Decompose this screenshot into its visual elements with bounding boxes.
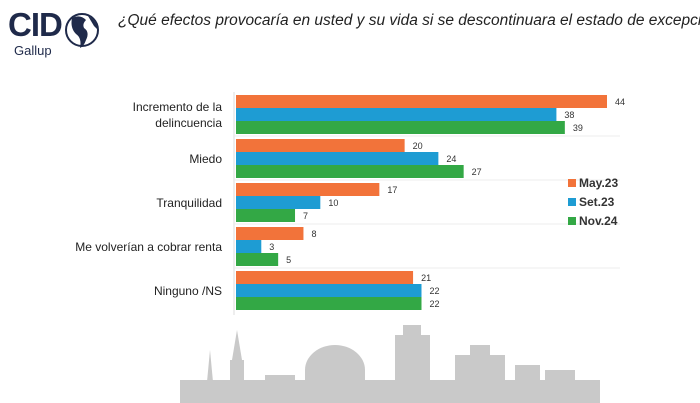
legend-item: Nov.24 <box>568 211 618 230</box>
bar-set-23 <box>236 152 439 165</box>
bar-may-23 <box>236 139 405 152</box>
legend-label: Set.23 <box>579 194 615 209</box>
city-skyline-decoration <box>180 325 600 403</box>
bar-set-23 <box>236 108 557 121</box>
bar-set-23 <box>236 240 262 253</box>
category-label: Tranquilidad <box>156 196 222 210</box>
legend-swatch <box>568 216 576 225</box>
bar-chart: Incremento de ladelincuencia443839Miedo2… <box>75 92 625 315</box>
legend-label: May.23 <box>579 175 619 190</box>
bar-nov-24 <box>236 297 422 310</box>
category-label: Ninguno /NS <box>154 284 222 298</box>
category-label: Me volverían a cobrar renta <box>75 240 222 254</box>
logo-subtext: Gallup <box>14 43 52 58</box>
logo-text: CID <box>8 6 63 43</box>
data-label: 10 <box>328 198 338 208</box>
bar-may-23 <box>236 183 380 196</box>
globe-icon <box>65 13 99 48</box>
cid-gallup-logo: CID Gallup <box>8 8 103 60</box>
bar-nov-24 <box>236 121 565 134</box>
data-label: 27 <box>472 167 482 177</box>
category-label: delincuencia <box>155 116 222 130</box>
bar-set-23 <box>236 284 422 297</box>
data-label: 44 <box>615 97 625 107</box>
data-label: 20 <box>413 141 423 151</box>
data-label: 39 <box>573 123 583 133</box>
data-label: 17 <box>387 185 397 195</box>
bar-set-23 <box>236 196 321 209</box>
data-label: 7 <box>303 211 308 221</box>
data-label: 8 <box>311 229 316 239</box>
bar-nov-24 <box>236 165 464 178</box>
bar-nov-24 <box>236 209 296 222</box>
data-label: 22 <box>430 286 440 296</box>
data-label: 38 <box>564 110 574 120</box>
bar-may-23 <box>236 227 304 240</box>
chart-title: ¿Qué efectos provocaría en usted y su vi… <box>118 12 700 29</box>
legend-swatch <box>568 197 576 206</box>
data-label: 5 <box>286 255 291 265</box>
bar-may-23 <box>236 271 414 284</box>
legend-swatch <box>568 178 576 187</box>
data-label: 22 <box>430 299 440 309</box>
data-label: 24 <box>446 154 456 164</box>
category-label: Incremento de la <box>133 100 223 114</box>
legend: May.23 Set.23 Nov.24 <box>568 173 618 230</box>
category-label: Miedo <box>189 152 222 166</box>
legend-item: Set.23 <box>568 192 618 211</box>
data-label: 21 <box>421 273 431 283</box>
legend-label: Nov.24 <box>579 213 618 228</box>
legend-item: May.23 <box>568 173 618 192</box>
bar-may-23 <box>236 95 607 108</box>
bar-nov-24 <box>236 253 279 266</box>
data-label: 3 <box>269 242 274 252</box>
